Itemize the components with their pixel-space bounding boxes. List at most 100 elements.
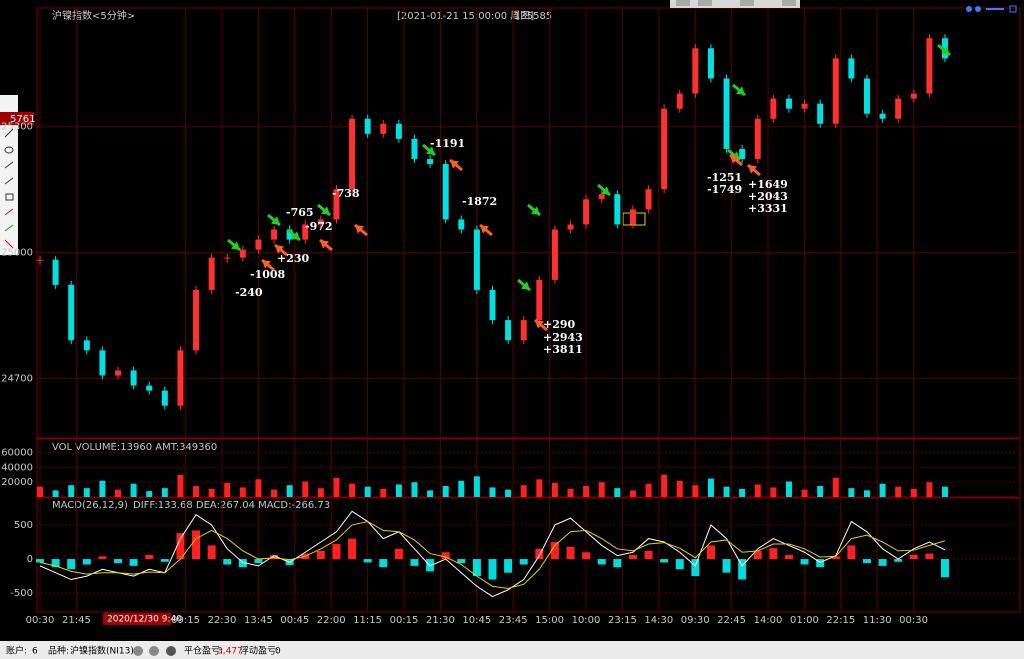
volume-bar [863, 490, 870, 497]
candle [832, 58, 839, 124]
trade-arrow-head [535, 320, 544, 329]
volume-bar [520, 485, 527, 497]
macd-bar [738, 559, 747, 580]
macd-bar [597, 559, 606, 565]
volume-bar [489, 487, 496, 497]
candle [770, 98, 777, 119]
macd-bar [145, 554, 154, 560]
volume-bar [754, 484, 761, 497]
volume-bar [411, 482, 418, 497]
tool-pen[interactable] [4, 161, 14, 169]
tool-button[interactable] [740, 0, 754, 6]
volume-bar [380, 488, 387, 497]
tool-ellipse[interactable] [4, 146, 14, 154]
x-tick-label: 15:00 [535, 615, 564, 626]
candle [37, 259, 43, 261]
price-panel [36, 7, 1021, 439]
x-tick-label: 11:15 [353, 615, 382, 626]
candle [395, 123, 402, 139]
x-tick-label: 14:00 [754, 615, 783, 626]
macd-bar [176, 533, 185, 560]
next-button[interactable] [149, 646, 159, 656]
volume-bar [848, 488, 855, 497]
volume-bar [302, 481, 309, 497]
volume-bar [801, 489, 808, 497]
trade-arrow-head [262, 260, 271, 269]
volume-bar [661, 474, 668, 497]
candle [115, 370, 122, 376]
volume-bar [614, 488, 621, 497]
trade-arrow-head [531, 206, 540, 215]
tool-eraser[interactable] [5, 193, 14, 201]
volume-bar [68, 485, 75, 497]
candle [177, 350, 184, 406]
trade-label: +2043 [748, 190, 788, 203]
candle [848, 58, 855, 79]
datetime: [2021-01-21 15:00:00 周四] [397, 10, 534, 22]
trade-arrow-head [320, 240, 329, 249]
prev-button[interactable] [133, 646, 143, 656]
x-tick-label: 23:45 [499, 615, 528, 626]
candle [286, 229, 293, 240]
candle [411, 138, 418, 160]
candle [879, 113, 886, 119]
candle [130, 370, 137, 386]
volume-panel [36, 438, 1021, 498]
macd-bar [270, 554, 279, 560]
tool-button[interactable] [698, 0, 712, 6]
reset[interactable] [1009, 5, 1017, 13]
volume-bar [817, 485, 824, 497]
zoom-out[interactable] [975, 6, 981, 12]
macd-bar [348, 538, 357, 560]
candle [926, 38, 933, 94]
zoom-icons [966, 5, 1017, 13]
macd-bar [722, 559, 731, 573]
macd-bar [816, 559, 825, 568]
trade-label: +290 [543, 318, 576, 331]
tool-button[interactable] [676, 0, 690, 6]
macd-bar [363, 559, 372, 563]
candle [255, 239, 262, 250]
trade-label: +2943 [543, 331, 583, 344]
candle [817, 103, 824, 124]
macd-bar [909, 554, 918, 560]
volume-bar [926, 482, 933, 497]
candle [739, 148, 746, 160]
trade-arrow-head [748, 165, 757, 174]
candle [52, 259, 59, 285]
volume-bar [333, 477, 340, 497]
macd-bar [472, 559, 481, 577]
volume-bar [83, 488, 90, 497]
volume-bar [427, 490, 434, 497]
candle [364, 118, 371, 134]
volume-bar [52, 490, 59, 497]
tool-buy[interactable] [4, 224, 14, 232]
macd-panel [36, 497, 1021, 613]
tool-line[interactable] [4, 128, 14, 138]
candle [614, 194, 621, 225]
trade-label: -1008 [250, 268, 286, 281]
zoom-in[interactable] [966, 6, 972, 12]
trade-arrow-head [736, 86, 745, 95]
candle [489, 289, 496, 321]
top-toolbar [670, 0, 800, 8]
candle [68, 284, 75, 341]
cursor-time: 2020/12/30 9:40 [107, 615, 182, 625]
pan[interactable] [986, 8, 1004, 10]
tool-delete[interactable] [4, 239, 14, 249]
trade-label: -972 [305, 220, 333, 233]
candle [473, 229, 480, 290]
macd-title: MACD(26,12,9) [52, 500, 128, 511]
volume-bar [177, 474, 184, 497]
settings-button[interactable] [166, 646, 176, 656]
tool-button[interactable] [782, 0, 796, 6]
volume-bar [942, 486, 948, 497]
tool-sell[interactable] [4, 208, 14, 216]
volume-bar [879, 483, 886, 497]
volume-bar [567, 488, 574, 497]
macd-bar [878, 559, 887, 566]
macd-bar [316, 550, 325, 560]
tool-ruler[interactable] [4, 177, 14, 185]
x-tick-label: 21:30 [426, 615, 455, 626]
volume-bar [551, 482, 558, 497]
